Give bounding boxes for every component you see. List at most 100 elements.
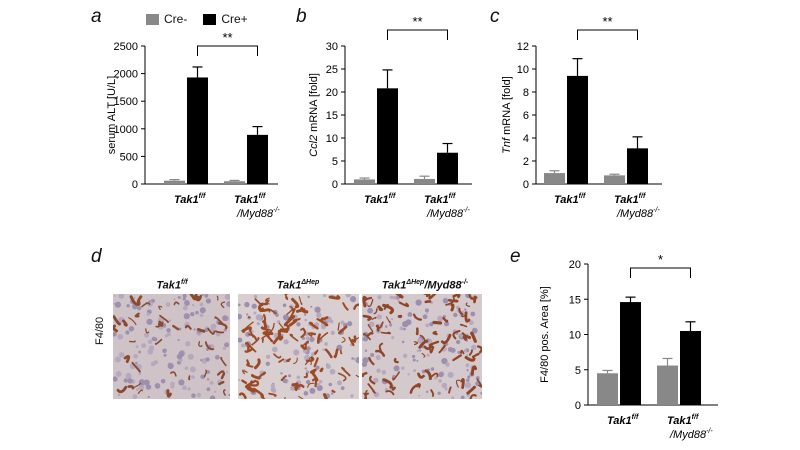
- stained-macrophage: [284, 294, 289, 301]
- stained-macrophage: [423, 294, 431, 298]
- stained-macrophage: [464, 311, 471, 323]
- stained-macrophage: [154, 338, 163, 345]
- nucleus-dot: [182, 297, 186, 301]
- stained-macrophage: [312, 378, 318, 388]
- stained-macrophage: [263, 299, 270, 305]
- nucleus-dot: [133, 353, 139, 359]
- stained-macrophage: [432, 320, 443, 325]
- nucleus-dot: [349, 296, 357, 303]
- nucleus-dot: [136, 388, 140, 392]
- stained-macrophage: [452, 294, 461, 299]
- stained-macrophage: [294, 384, 305, 391]
- stained-macrophage: [342, 302, 349, 311]
- stained-macrophage: [298, 395, 304, 399]
- x-tick-label-b: Tak1f/f: [424, 193, 456, 206]
- legend-label-cre-minus: Cre-: [164, 12, 188, 26]
- stained-macrophage: [283, 315, 296, 327]
- nucleus-dot: [368, 321, 375, 328]
- significance-label-c: **: [602, 14, 612, 29]
- stained-macrophage: [252, 387, 265, 399]
- stained-macrophage: [438, 344, 446, 354]
- stained-macrophage: [273, 353, 282, 359]
- stained-macrophage: [319, 367, 324, 373]
- legend-swatch-cre-minus: [146, 13, 159, 25]
- chart-a: 0 500 1000 1500 2000 2500 serum ALT [U/L] Tak1f…: [106, 30, 280, 220]
- nucleus-dot: [200, 374, 205, 380]
- nucleus-dot: [381, 370, 387, 375]
- nucleus-dot: [147, 348, 154, 355]
- y-tick-label-a: 1500: [114, 96, 138, 108]
- nucleus-dot: [316, 384, 323, 392]
- stained-macrophage: [376, 321, 384, 329]
- nucleus-dot: [392, 295, 397, 300]
- x-tick-label-c: Tak1f/f: [614, 193, 646, 206]
- stained-macrophage: [450, 303, 455, 312]
- significance-label-a: **: [222, 30, 232, 45]
- nucleus-dot: [191, 375, 195, 379]
- x-tick-label-b: Tak1f/f: [364, 193, 396, 206]
- stained-macrophage: [289, 333, 299, 342]
- stained-macrophage: [398, 301, 410, 308]
- stained-macrophage: [355, 374, 359, 378]
- panel-letter-a: a: [91, 6, 102, 27]
- nucleus-dot: [438, 379, 442, 383]
- nucleus-dot: [402, 353, 408, 359]
- stained-macrophage: [322, 393, 329, 399]
- nucleus-dot: [205, 298, 212, 304]
- nucleus-dot: [411, 354, 416, 359]
- y-tick-label-e: 0: [575, 400, 581, 412]
- stained-macrophage: [473, 295, 477, 304]
- nucleus-dot: [466, 378, 470, 382]
- stained-macrophage: [242, 370, 248, 375]
- stained-macrophage: [248, 380, 260, 387]
- nucleus-dot: [303, 391, 309, 396]
- stained-macrophage: [351, 335, 357, 343]
- nucleus-dot: [113, 294, 116, 297]
- bar-e-Cre--0: [597, 373, 618, 405]
- nucleus-dot: [114, 356, 121, 363]
- nucleus-dot: [464, 382, 472, 389]
- stained-macrophage: [364, 392, 369, 399]
- stained-macrophage: [471, 352, 480, 358]
- stained-macrophage: [137, 389, 143, 394]
- nucleus-dot: [403, 327, 406, 331]
- stained-macrophage: [452, 329, 461, 340]
- nucleus-dot: [413, 368, 417, 373]
- y-tick-label-c: 6: [523, 110, 529, 122]
- nucleus-dot: [128, 326, 135, 332]
- stained-macrophage: [341, 366, 351, 377]
- stained-macrophage: [455, 379, 461, 388]
- stained-macrophage: [242, 328, 246, 334]
- stained-macrophage: [440, 333, 452, 345]
- stained-macrophage: [155, 321, 164, 328]
- stained-macrophage: [188, 375, 191, 381]
- nucleus-dot: [117, 393, 121, 397]
- nucleus-dot: [441, 382, 448, 389]
- nucleus-dot: [416, 349, 420, 353]
- stained-macrophage: [136, 295, 143, 305]
- nucleus-dot: [182, 305, 188, 311]
- nucleus-dot: [345, 294, 352, 298]
- y-tick-label-e: 5: [575, 365, 581, 377]
- nucleus-dot: [471, 344, 477, 351]
- micrograph-tak1ff: [113, 294, 230, 399]
- stained-macrophage: [477, 345, 482, 354]
- nucleus-dot: [422, 314, 428, 320]
- nucleus-dot: [173, 298, 176, 301]
- stained-macrophage: [380, 331, 391, 335]
- nucleus-dot: [310, 305, 313, 308]
- stained-macrophage: [353, 303, 359, 310]
- stained-macrophage: [250, 374, 261, 380]
- x-tick-label-a: /Myd88-/-: [236, 207, 280, 220]
- stained-macrophage: [442, 316, 449, 323]
- stained-macrophage: [460, 378, 465, 390]
- nucleus-dot: [470, 311, 476, 317]
- stained-macrophage: [445, 296, 455, 306]
- stained-macrophage: [170, 371, 177, 377]
- nucleus-dot: [296, 375, 301, 380]
- bar-a-Cre+-0: [187, 77, 208, 184]
- nucleus-dot: [305, 370, 309, 373]
- nucleus-dot: [238, 303, 241, 307]
- stained-macrophage: [244, 321, 254, 330]
- stained-macrophage: [314, 349, 319, 355]
